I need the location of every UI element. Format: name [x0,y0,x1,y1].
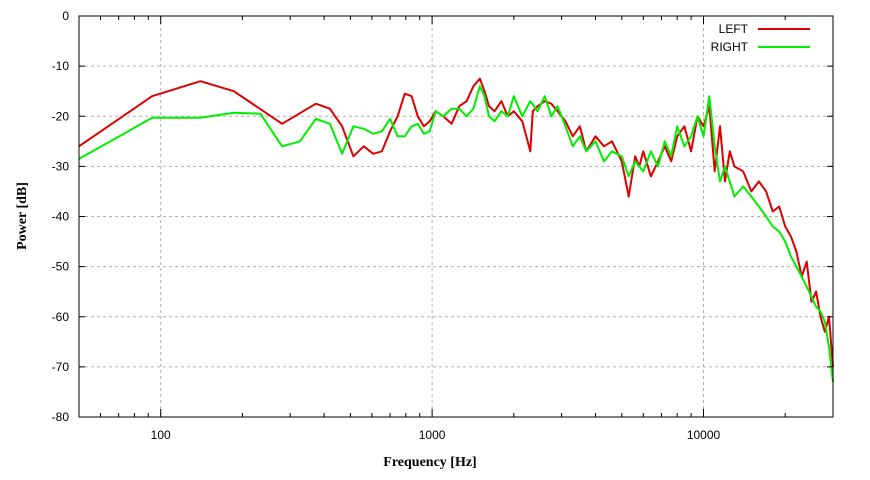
y-tick-label: -80 [52,410,70,424]
series-lines [78,77,834,383]
y-tick-label: 0 [62,9,69,23]
series-line-left [78,77,834,367]
legend: LEFT RIGHT [711,22,810,54]
legend-label-left: LEFT [719,22,749,36]
x-axis-title: Frequency [Hz] [383,455,476,470]
y-axis-title: Power [dB] [15,182,30,250]
x-tick-label: 10000 [687,428,721,442]
x-tick-label: 100 [151,428,171,442]
x-tick-label: 1000 [419,428,446,442]
y-tick-label: -70 [52,360,70,374]
y-tick-label: -30 [52,159,70,173]
y-tick-label: -20 [52,109,70,123]
legend-label-right: RIGHT [711,40,749,54]
y-tick-label: -60 [52,310,70,324]
axis-ticks: 0 -10 -20 -30 -40 -50 -60 -70 -80 100 1000 10000 [52,9,834,442]
y-tick-label: -50 [52,260,70,274]
grid-lines [79,16,833,417]
y-tick-label: -10 [52,59,70,73]
series-line-right [78,85,834,383]
y-tick-label: -40 [52,210,70,224]
